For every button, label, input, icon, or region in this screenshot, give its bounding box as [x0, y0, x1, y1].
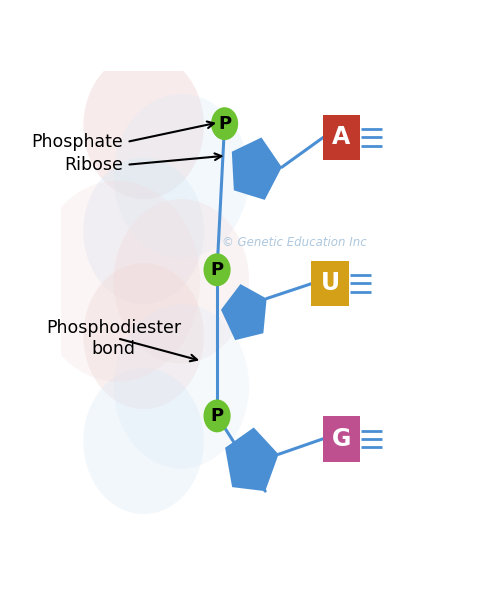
Circle shape: [114, 304, 249, 468]
Polygon shape: [232, 138, 282, 200]
Circle shape: [35, 181, 200, 382]
Text: U: U: [320, 272, 340, 295]
Circle shape: [114, 94, 249, 259]
Circle shape: [204, 400, 231, 432]
Circle shape: [114, 199, 249, 364]
Text: © Genetic Education Inc: © Genetic Education Inc: [222, 236, 366, 249]
Circle shape: [84, 53, 204, 199]
Polygon shape: [221, 284, 267, 340]
Text: P: P: [218, 114, 231, 133]
FancyBboxPatch shape: [323, 416, 360, 461]
Text: A: A: [332, 125, 350, 149]
Circle shape: [84, 263, 204, 409]
Circle shape: [84, 158, 204, 304]
Text: P: P: [210, 261, 224, 279]
Text: G: G: [331, 427, 351, 451]
Text: Phosphodiester
bond: Phosphodiester bond: [46, 319, 181, 358]
Text: P: P: [210, 407, 224, 425]
Circle shape: [84, 368, 204, 514]
Circle shape: [211, 107, 238, 140]
Circle shape: [204, 253, 231, 286]
Text: Phosphate: Phosphate: [31, 133, 123, 151]
FancyBboxPatch shape: [311, 261, 349, 307]
FancyBboxPatch shape: [323, 114, 360, 160]
Polygon shape: [225, 428, 278, 491]
Text: Ribose: Ribose: [64, 156, 123, 174]
